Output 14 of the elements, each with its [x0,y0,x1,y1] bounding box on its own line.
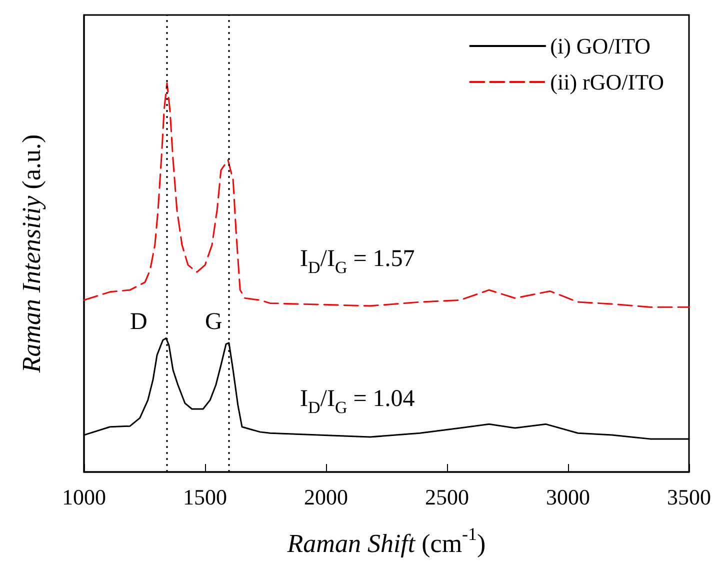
y-axis-title: Raman Intensitiy (a.u.) [16,134,46,374]
x-axis-title: Raman Shift (cm$^{-1}$) [286,524,486,558]
legend-label: (ii) rGO/ITO [550,70,664,94]
annotation: I$_{D}$/I$_{G}$ = 1.04 [300,386,415,418]
x-tick-label: 1500 [183,484,227,510]
annotation: G [205,308,222,335]
legend-label: (i) GO/ITO [550,34,651,58]
annotation: I$_{D}$/I$_{G}$ = 1.57 [300,246,415,278]
x-tick-label: 1000 [62,484,106,510]
annotation: D [130,308,148,335]
x-tick-label: 3000 [546,484,590,510]
x-tick-label: 2000 [304,484,348,510]
x-tick-label: 3500 [667,484,711,510]
x-tick-label: 2500 [425,484,469,510]
